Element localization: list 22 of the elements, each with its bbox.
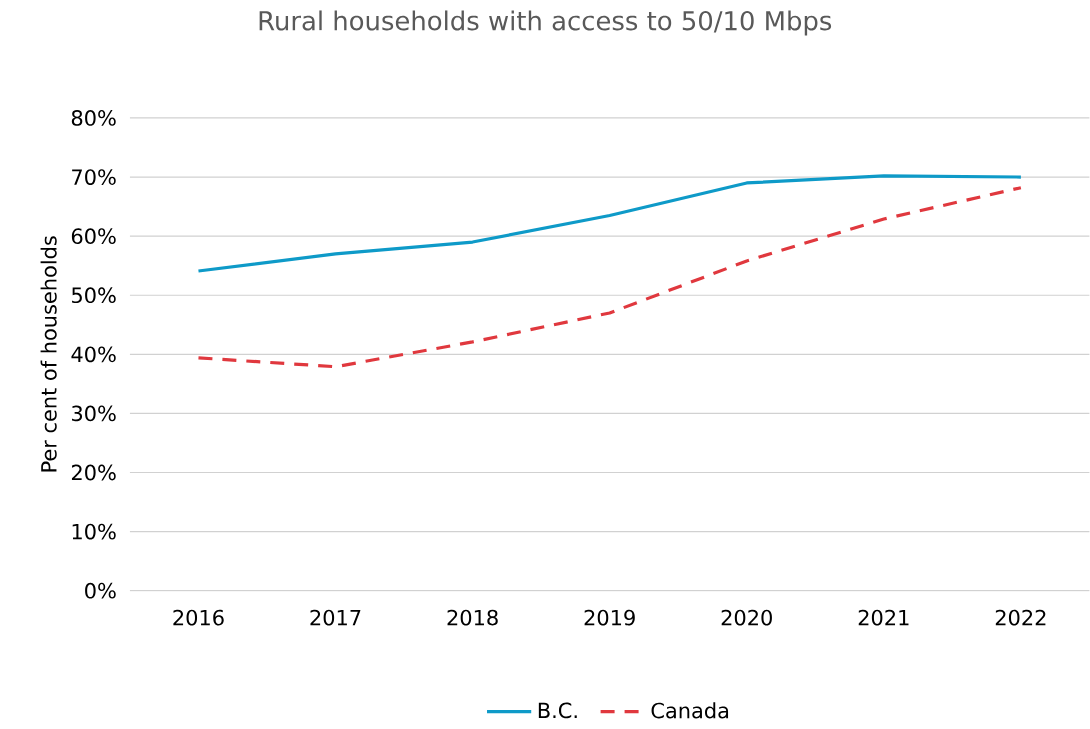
line-series	[196, 186, 1023, 369]
x-tick-label: 2020	[721, 609, 772, 626]
y-tick-label: 70%	[72, 169, 116, 185]
x-tick-label: 2017	[310, 609, 361, 626]
line-series	[196, 174, 1023, 273]
x-tick-label: 2016	[173, 609, 224, 626]
y-tick-label: 60%	[71, 228, 116, 244]
legend-label: Canada	[651, 702, 729, 719]
y-axis-title: Per cent of households	[40, 236, 57, 472]
y-tick-label: 20%	[71, 464, 116, 481]
y-tick-label: 30%	[72, 405, 116, 422]
x-tick-label: 2022	[995, 609, 1046, 626]
y-tick-label: 10%	[72, 523, 116, 540]
chart-title: Rural households with access to 50/10 Mbps	[259, 10, 832, 36]
y-tick-label: 50%	[72, 287, 116, 304]
x-tick-label: 2018	[447, 609, 498, 626]
x-tick-label: 2021	[858, 609, 909, 626]
x-tick-label: 2019	[584, 609, 635, 626]
legend-label: B.C.	[538, 702, 577, 719]
y-tick-label: 40%	[71, 346, 116, 363]
y-tick-label: 0%	[85, 582, 116, 599]
y-tick-label: 80%	[71, 110, 116, 126]
